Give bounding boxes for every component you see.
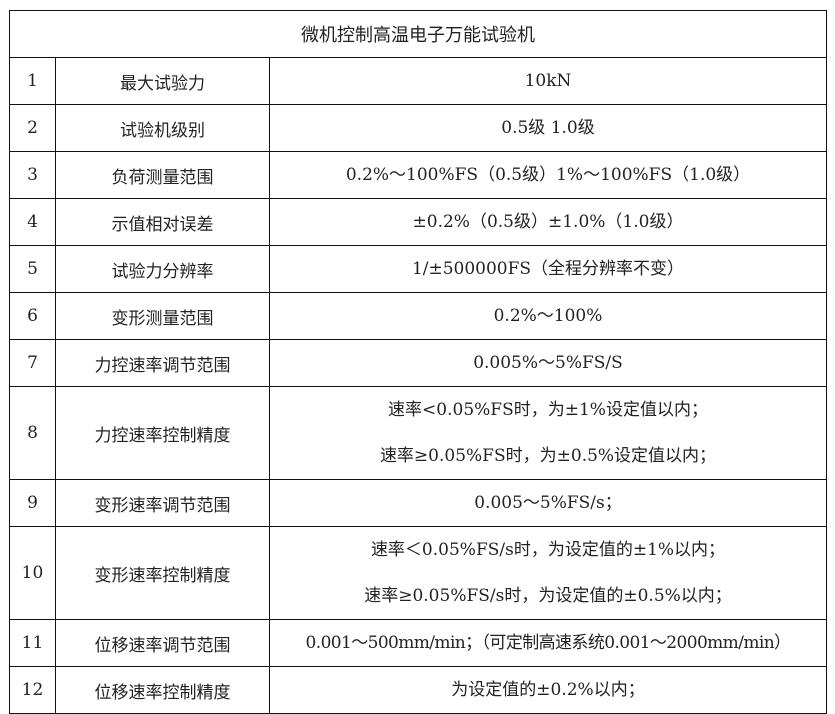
spec-item: 变形速率控制精度 bbox=[55, 526, 270, 620]
spec-item: 位移速率调节范围 bbox=[55, 619, 270, 667]
spec-value: 速率＜0.05%FS/s时，为设定值的±1%以内； 速率≥0.05%FS/s时，为… bbox=[268, 526, 828, 620]
spec-value-line: 0.001～500mm/min；（可定制高速系统0.001～2000mm/min… bbox=[305, 633, 792, 653]
spec-value: 10kN bbox=[268, 57, 828, 105]
row-number: 6 bbox=[9, 292, 56, 340]
table-row: 5 试验力分辨率 1/±500000FS（全程分辨率不变） bbox=[9, 245, 828, 293]
spec-value: 为设定值的±0.2%以内； bbox=[268, 666, 828, 714]
table-row: 9 变形速率调节范围 0.005～5%FS/s； bbox=[9, 479, 828, 527]
spec-item: 试验力分辨率 bbox=[55, 245, 270, 293]
spec-item: 变形速率调节范围 bbox=[55, 479, 270, 527]
spec-item: 变形测量范围 bbox=[55, 292, 270, 340]
spec-value: 0.005～5%FS/s； bbox=[268, 479, 828, 527]
row-number: 9 bbox=[9, 479, 56, 527]
spec-value-line: 0.005%～5%FS/S bbox=[473, 353, 623, 373]
table-row: 8 力控速率控制精度 速率<0.05%FS时，为±1%设定值以内； 速率≥0.05%F… bbox=[9, 386, 828, 480]
row-number: 3 bbox=[9, 151, 56, 199]
table-row: 6 变形测量范围 0.2%～100% bbox=[9, 292, 828, 340]
row-number: 7 bbox=[9, 339, 56, 387]
spec-value: ±0.2%（0.5级）±1.0%（1.0级） bbox=[268, 198, 828, 246]
spec-value-line: 0.005～5%FS/s； bbox=[474, 493, 622, 513]
row-number: 1 bbox=[9, 57, 56, 105]
spec-item: 最大试验力 bbox=[55, 57, 270, 105]
table-title: 微机控制高温电子万能试验机 bbox=[8, 10, 828, 58]
spec-item: 试验机级别 bbox=[55, 104, 270, 152]
spec-value-line: 速率≥0.05%FS/s时，为设定值的±0.5%以内； bbox=[364, 586, 732, 606]
spec-value: 0.001～500mm/min；（可定制高速系统0.001～2000mm/min… bbox=[268, 619, 828, 667]
row-number: 11 bbox=[9, 619, 56, 667]
spec-value-line: 0.5级 1.0级 bbox=[501, 118, 595, 138]
spec-item: 力控速率调节范围 bbox=[55, 339, 270, 387]
spec-value-line: 0.2%～100%FS（0.5级）1%～100%FS（1.0级） bbox=[345, 165, 751, 185]
spec-value: 0.2%～100%FS（0.5级）1%～100%FS（1.0级） bbox=[268, 151, 828, 199]
row-number: 8 bbox=[9, 386, 56, 480]
table-row: 10 变形速率控制精度 速率＜0.05%FS/s时，为设定值的±1%以内； 速率≥0.… bbox=[9, 526, 828, 620]
table-row: 12 位移速率控制精度 为设定值的±0.2%以内； bbox=[9, 666, 828, 714]
spec-value-line: 10kN bbox=[524, 71, 572, 91]
table-row: 7 力控速率调节范围 0.005%～5%FS/S bbox=[9, 339, 828, 387]
row-number: 12 bbox=[9, 666, 56, 714]
spec-value-line: 1/±500000FS（全程分辨率不变） bbox=[411, 259, 685, 279]
spec-value: 0.005%～5%FS/S bbox=[268, 339, 828, 387]
spec-value: 0.5级 1.0级 bbox=[268, 104, 828, 152]
spec-item: 力控速率控制精度 bbox=[55, 386, 270, 480]
spec-value-line: 速率<0.05%FS时，为±1%设定值以内； bbox=[388, 400, 708, 420]
spec-value: 0.2%～100% bbox=[268, 292, 828, 340]
table-row: 3 负荷测量范围 0.2%～100%FS（0.5级）1%～100%FS（1.0级） bbox=[9, 151, 828, 199]
spec-value: 1/±500000FS（全程分辨率不变） bbox=[268, 245, 828, 293]
spec-item: 负荷测量范围 bbox=[55, 151, 270, 199]
table-row: 1 最大试验力 10kN bbox=[9, 57, 828, 105]
title-row: 微机控制高温电子万能试验机 bbox=[8, 10, 828, 58]
spec-value-line: 为设定值的±0.2%以内； bbox=[451, 680, 645, 700]
spec-value-line: 0.2%～100% bbox=[493, 306, 603, 326]
row-number: 10 bbox=[9, 526, 56, 620]
table-row: 11 位移速率调节范围 0.001～500mm/min；（可定制高速系统0.001～… bbox=[9, 619, 828, 667]
table-row: 2 试验机级别 0.5级 1.0级 bbox=[9, 104, 828, 152]
spec-value-line: 速率＜0.05%FS/s时，为设定值的±1%以内； bbox=[370, 540, 726, 560]
spec-value-line: ±0.2%（0.5级）±1.0%（1.0级） bbox=[412, 212, 684, 232]
spec-value: 速率<0.05%FS时，为±1%设定值以内； 速率≥0.05%FS时，为±0.5%… bbox=[268, 386, 828, 480]
row-number: 4 bbox=[9, 198, 56, 246]
row-number: 2 bbox=[9, 104, 56, 152]
table-row: 4 示值相对误差 ±0.2%（0.5级）±1.0%（1.0级） bbox=[9, 198, 828, 246]
spec-item: 位移速率控制精度 bbox=[55, 666, 270, 714]
spec-item: 示值相对误差 bbox=[55, 198, 270, 246]
spec-table: 微机控制高温电子万能试验机 1 最大试验力 10kN 2 试验机级别 0.5级 1.0级 3… bbox=[8, 10, 828, 714]
row-number: 5 bbox=[9, 245, 56, 293]
spec-value-line: 速率≥0.05%FS时，为±0.5%设定值以内； bbox=[379, 446, 717, 466]
